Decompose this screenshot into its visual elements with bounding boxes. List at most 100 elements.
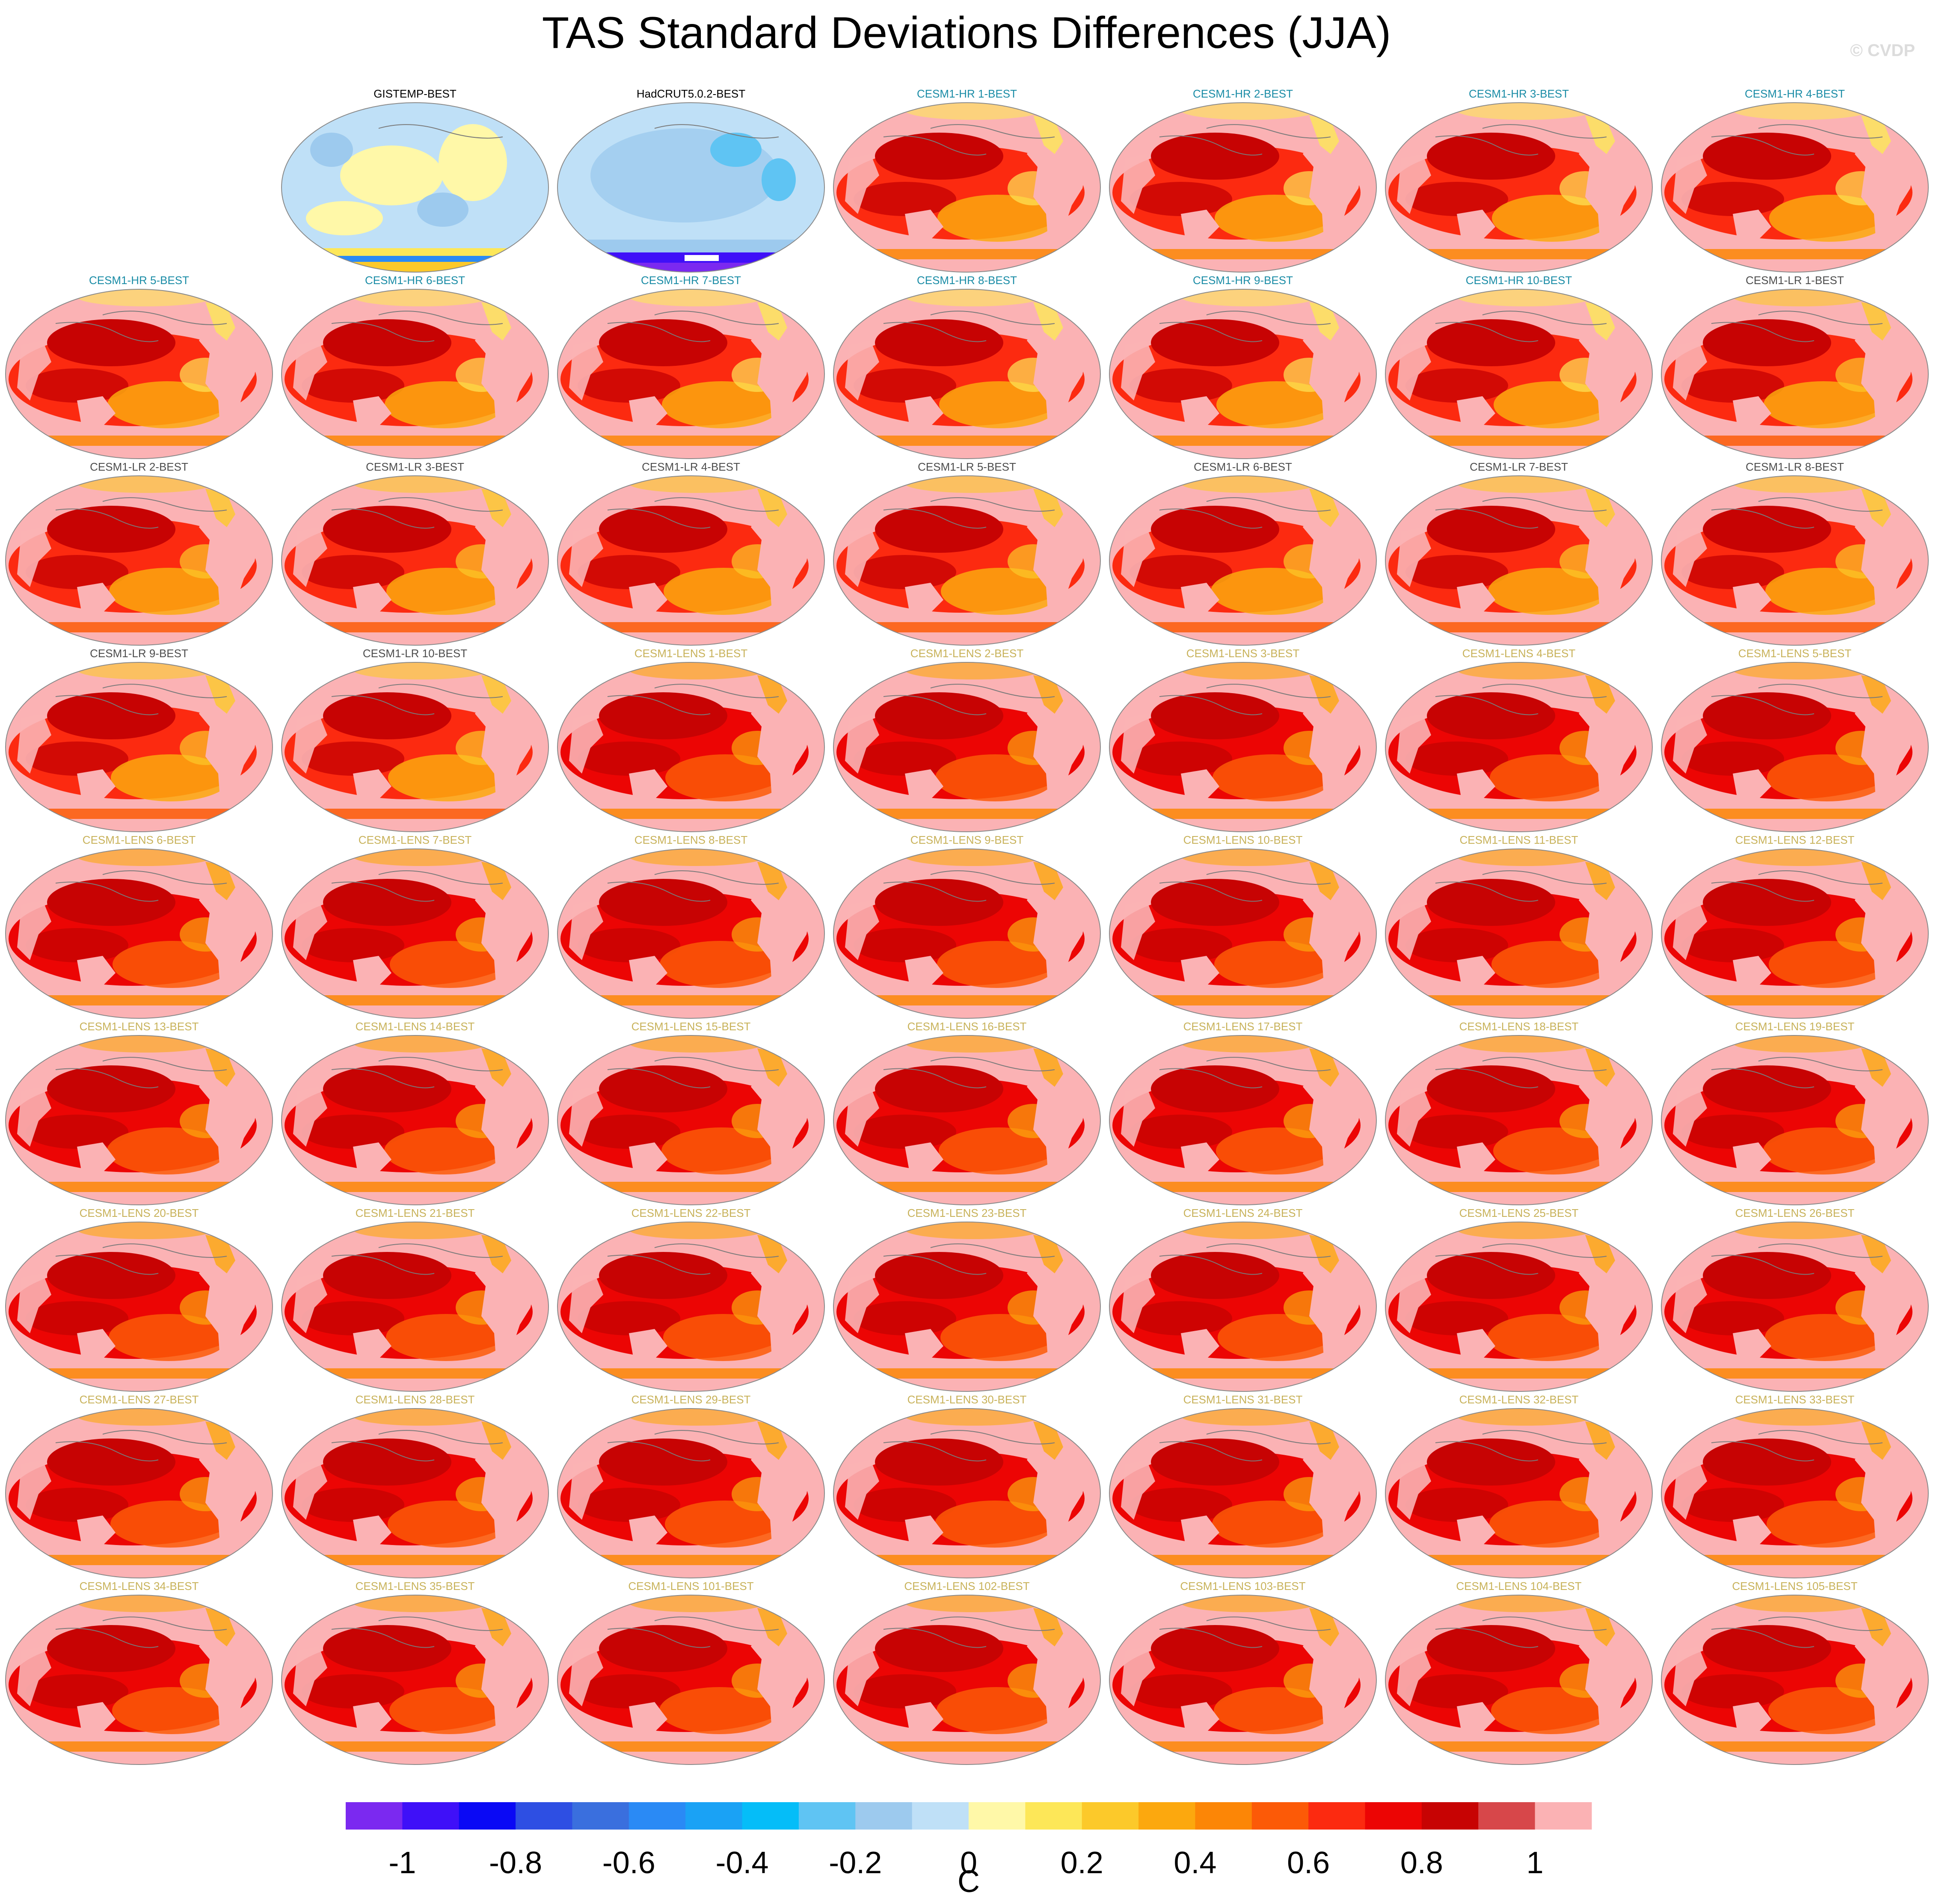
globe-map — [1661, 1595, 1929, 1765]
globe-map — [1109, 1035, 1377, 1205]
panel-title: CESM1-LENS 7-BEST — [358, 833, 472, 846]
map-panel: CESM1-LENS 5-BEST — [1660, 647, 1930, 833]
globe-map — [5, 848, 273, 1019]
panel-title: CESM1-LR 1-BEST — [1746, 274, 1844, 287]
map-panel: CESM1-LENS 11-BEST — [1384, 833, 1654, 1020]
map-panel: HadCRUT5.0.2-BEST — [556, 87, 826, 274]
colorbar-swatch — [516, 1802, 572, 1830]
globe-map — [1385, 1222, 1653, 1392]
colorbar-swatch — [1138, 1802, 1195, 1830]
panel-title: CESM1-LENS 103-BEST — [1180, 1580, 1306, 1593]
map-panel: CESM1-LENS 21-BEST — [280, 1207, 550, 1393]
map-panel: CESM1-LR 3-BEST — [280, 460, 550, 647]
colorbar-tick-label: 0.4 — [1174, 1846, 1216, 1880]
panel-title: CESM1-LENS 20-BEST — [79, 1207, 199, 1219]
globe-map — [833, 1035, 1101, 1205]
colorbar-tick-label: -0.8 — [489, 1846, 542, 1880]
map-panel: CESM1-LR 4-BEST — [556, 460, 826, 647]
globe-map — [281, 475, 549, 646]
globe-map — [557, 475, 825, 646]
panel-title: CESM1-LENS 16-BEST — [907, 1020, 1027, 1033]
map-panel: CESM1-LENS 20-BEST — [4, 1207, 274, 1393]
colorbar-tick-label: -0.2 — [829, 1846, 882, 1880]
globe-map — [5, 1222, 273, 1392]
colorbar-swatch — [629, 1802, 686, 1830]
globe-map — [1109, 475, 1377, 646]
globe-map — [1109, 1408, 1377, 1578]
map-panel: CESM1-LENS 34-BEST — [4, 1580, 274, 1766]
map-panel: CESM1-LENS 101-BEST — [556, 1580, 826, 1766]
panel-title: CESM1-HR 8-BEST — [916, 274, 1017, 287]
map-panel: CESM1-LENS 26-BEST — [1660, 1207, 1930, 1393]
map-panel: GISTEMP-BEST — [280, 87, 550, 274]
globe-map — [833, 1595, 1101, 1765]
globe-map — [1385, 1595, 1653, 1765]
map-panel: CESM1-LENS 25-BEST — [1384, 1207, 1654, 1393]
panel-title: CESM1-LR 10-BEST — [362, 647, 468, 660]
map-panel: CESM1-LR 8-BEST — [1660, 460, 1930, 647]
panel-title: CESM1-LR 6-BEST — [1194, 460, 1292, 473]
map-panel: CESM1-HR 5-BEST — [4, 274, 274, 460]
panel-title: CESM1-LENS 18-BEST — [1459, 1020, 1579, 1033]
globe-map — [557, 848, 825, 1019]
colorbar-swatch — [1025, 1802, 1082, 1830]
map-panel: CESM1-LR 2-BEST — [4, 460, 274, 647]
colorbar-swatch — [1365, 1802, 1422, 1830]
panel-title: CESM1-LENS 104-BEST — [1456, 1580, 1582, 1593]
colorbar-swatch — [572, 1802, 629, 1830]
map-panel: CESM1-LENS 16-BEST — [832, 1020, 1102, 1207]
colorbar-tick-label: -1 — [388, 1846, 416, 1880]
colorbar-swatch — [1308, 1802, 1366, 1830]
map-panel: CESM1-LR 1-BEST — [1660, 274, 1930, 460]
colorbar-swatch — [1421, 1802, 1479, 1830]
panel-title: CESM1-LENS 26-BEST — [1735, 1207, 1855, 1219]
map-panel: CESM1-LENS 9-BEST — [832, 833, 1102, 1020]
panel-title: CESM1-LENS 23-BEST — [907, 1207, 1027, 1219]
globe-map — [1109, 1222, 1377, 1392]
panel-title: CESM1-LENS 35-BEST — [355, 1580, 475, 1593]
colorbar-tick-label: 0 — [960, 1846, 977, 1880]
globe-map — [833, 1222, 1101, 1392]
map-panel: CESM1-LENS 7-BEST — [280, 833, 550, 1020]
map-panel: CESM1-LENS 27-BEST — [4, 1393, 274, 1580]
map-panel: CESM1-LENS 8-BEST — [556, 833, 826, 1020]
panel-title: CESM1-LENS 2-BEST — [910, 647, 1024, 660]
globe-map — [557, 1595, 825, 1765]
globe-map — [1385, 1408, 1653, 1578]
map-panel: CESM1-LENS 13-BEST — [4, 1020, 274, 1207]
panel-title: CESM1-LENS 11-BEST — [1459, 833, 1578, 846]
globe-map — [1661, 289, 1929, 459]
globe-map — [557, 1035, 825, 1205]
panel-title: CESM1-LENS 32-BEST — [1459, 1393, 1579, 1406]
globe-map — [1661, 1222, 1929, 1392]
cvdp-credit: © CVDP — [1850, 41, 1915, 60]
globe-map — [1109, 662, 1377, 832]
map-panel: CESM1-HR 4-BEST — [1660, 87, 1930, 274]
globe-map — [5, 1408, 273, 1578]
globe-map — [1385, 1035, 1653, 1205]
map-panel: CESM1-LR 5-BEST — [832, 460, 1102, 647]
colorbar-swatch — [742, 1802, 799, 1830]
colorbar-swatch — [346, 1802, 403, 1830]
panel-title: CESM1-LR 4-BEST — [642, 460, 740, 473]
panel-title: CESM1-LR 3-BEST — [366, 460, 464, 473]
panel-title: CESM1-LENS 30-BEST — [907, 1393, 1027, 1406]
globe-map — [833, 662, 1101, 832]
map-panel: CESM1-HR 9-BEST — [1108, 274, 1378, 460]
globe-map — [5, 662, 273, 832]
map-panel: CESM1-LENS 102-BEST — [832, 1580, 1102, 1766]
panel-title: CESM1-HR 6-BEST — [365, 274, 465, 287]
globe-map — [281, 848, 549, 1019]
globe-map — [557, 1222, 825, 1392]
panel-title: CESM1-LENS 33-BEST — [1735, 1393, 1855, 1406]
map-panel: CESM1-LENS 1-BEST — [556, 647, 826, 833]
globe-map — [281, 1035, 549, 1205]
map-panel: CESM1-LENS 3-BEST — [1108, 647, 1378, 833]
figure-title: TAS Standard Deviations Differences (JJA… — [542, 8, 1391, 58]
map-panel: CESM1-LENS 24-BEST — [1108, 1207, 1378, 1393]
globe-map — [557, 662, 825, 832]
map-panel: CESM1-HR 7-BEST — [556, 274, 826, 460]
colorbar-swatch — [798, 1802, 856, 1830]
panel-title: CESM1-LENS 5-BEST — [1738, 647, 1852, 660]
globe-map — [833, 848, 1101, 1019]
